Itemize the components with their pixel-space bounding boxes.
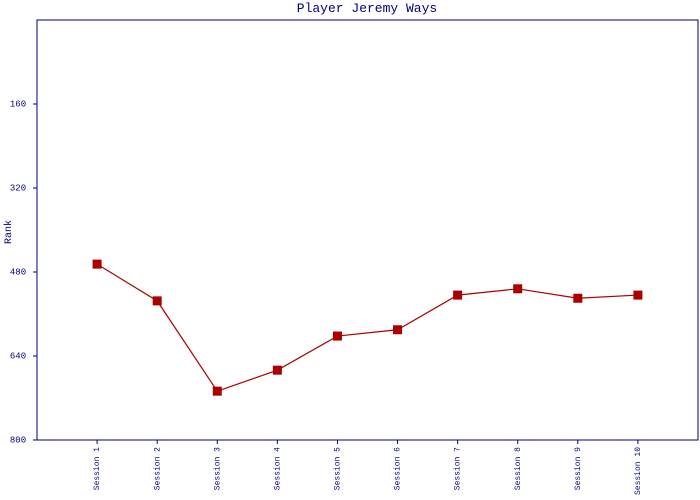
plot-frame <box>36 19 699 441</box>
x-tick-label: Session 3 <box>213 447 222 490</box>
line <box>96 263 638 392</box>
x-tick-label: Session 9 <box>574 447 583 490</box>
y-tick-label: 160 <box>10 99 26 109</box>
x-tick-label: Session 8 <box>514 447 523 490</box>
marker <box>92 259 102 269</box>
marker <box>453 290 463 300</box>
marker <box>212 386 222 396</box>
chart-title: Player Jeremy Ways <box>297 1 437 16</box>
marker <box>272 365 282 375</box>
x-tick-label: Session 10 <box>634 447 643 495</box>
x-tick-label: Session 6 <box>394 447 403 490</box>
marker <box>332 331 342 341</box>
x-tick-label: Session 2 <box>153 447 162 490</box>
y-tick-label: 320 <box>10 183 26 193</box>
marker <box>633 290 643 300</box>
x-tick-label: Session 4 <box>273 447 282 490</box>
marker <box>513 284 523 294</box>
y-tick-label: 800 <box>10 435 26 445</box>
x-tick-label: Session 1 <box>93 447 102 490</box>
marker <box>393 325 403 335</box>
y-tick-label: 480 <box>10 267 26 277</box>
x-tick-label: Session 5 <box>334 447 343 490</box>
marker <box>573 293 583 303</box>
y-tick-label: 640 <box>10 351 26 361</box>
y-axis-label: Rank <box>3 220 15 244</box>
marker <box>152 296 162 306</box>
x-tick-label: Session 7 <box>454 447 463 490</box>
